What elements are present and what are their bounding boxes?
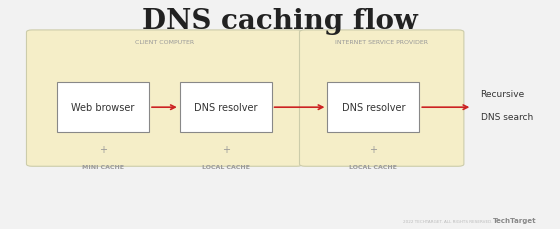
Text: Recursive: Recursive: [480, 90, 525, 99]
Text: +: +: [99, 144, 107, 154]
Text: DNS resolver: DNS resolver: [194, 103, 258, 113]
Text: TechTarget: TechTarget: [493, 217, 536, 223]
Text: INTERNET SERVICE PROVIDER: INTERNET SERVICE PROVIDER: [335, 40, 428, 45]
Text: LOCAL CACHE: LOCAL CACHE: [202, 164, 250, 169]
Text: 2022 TECHTARGET. ALL RIGHTS RESERVED.: 2022 TECHTARGET. ALL RIGHTS RESERVED.: [403, 219, 492, 223]
Text: DNS search: DNS search: [480, 112, 533, 121]
Text: Web browser: Web browser: [71, 103, 135, 113]
Text: LOCAL CACHE: LOCAL CACHE: [349, 164, 397, 169]
Text: DNS caching flow: DNS caching flow: [142, 8, 418, 35]
Text: +: +: [370, 144, 377, 154]
FancyBboxPatch shape: [300, 31, 464, 166]
FancyBboxPatch shape: [57, 83, 149, 133]
Text: CLIENT COMPUTER: CLIENT COMPUTER: [135, 40, 194, 45]
FancyBboxPatch shape: [26, 31, 302, 166]
Text: MINI CACHE: MINI CACHE: [82, 164, 124, 169]
FancyBboxPatch shape: [328, 83, 419, 133]
Text: +: +: [222, 144, 230, 154]
FancyBboxPatch shape: [180, 83, 272, 133]
Text: DNS resolver: DNS resolver: [342, 103, 405, 113]
